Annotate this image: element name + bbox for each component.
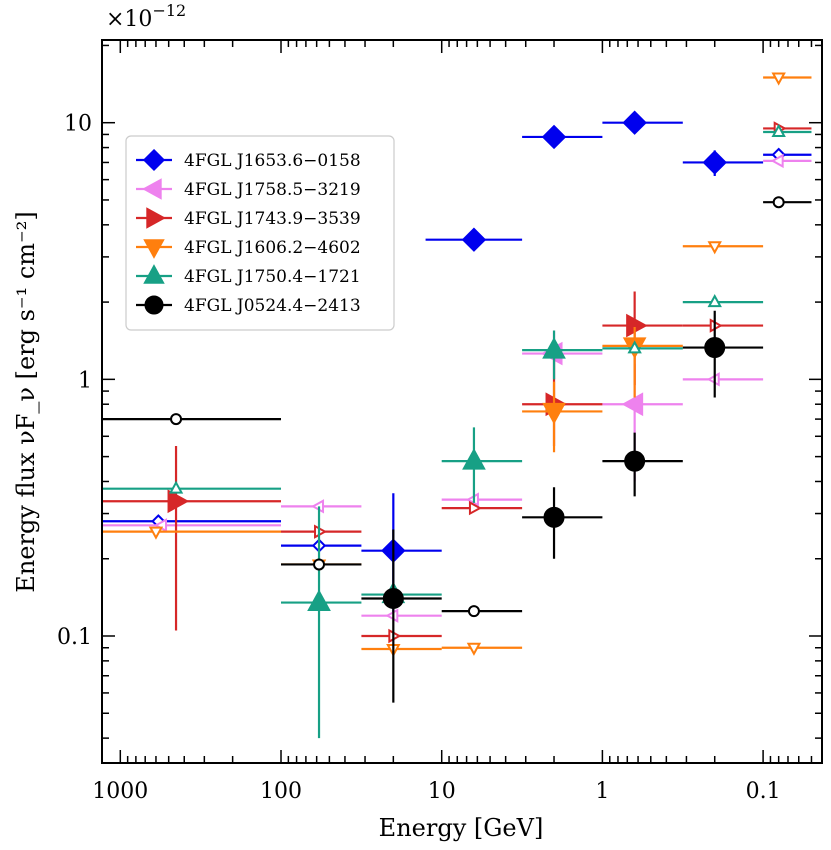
series-6 [102, 196, 812, 703]
data-point [702, 150, 727, 175]
legend-entry: 4FGL J0524.4−2413 [136, 295, 361, 316]
data-point [542, 402, 566, 425]
x-tick-label: 1 [595, 779, 609, 804]
legend-entry: 4FGL J1606.2−4602 [136, 238, 361, 259]
upper-limit-point [148, 526, 164, 540]
legend-marker [143, 239, 165, 259]
upper-limit-point [627, 340, 642, 354]
upper-limit-point [466, 642, 482, 656]
y-axis-label: Energy flux νF_ν [erg s⁻¹ cm⁻²] [12, 211, 40, 592]
data-point [167, 489, 190, 514]
x-axis-label: Energy [GeV] [379, 814, 544, 842]
series-5 [102, 123, 812, 739]
upper-limit-point [707, 294, 722, 308]
upper-limit-point [772, 196, 785, 209]
y-tick-label: 1 [78, 368, 92, 393]
legend-label: 4FGL J1758.5−3219 [184, 180, 361, 200]
tick-labels: 1000 100 10 1 0.1 0.1 1 10 [57, 112, 781, 804]
plot-area [102, 72, 812, 739]
data-point [621, 392, 644, 417]
x-tick-label: 0.1 [746, 779, 781, 804]
legend-marker [143, 264, 165, 284]
legend-entry: 4FGL J1743.9−3539 [136, 207, 361, 229]
legend-label: 4FGL J1606.2−4602 [184, 238, 361, 258]
legend-label: 4FGL J1653.6−0158 [184, 151, 361, 171]
legend-marker [142, 148, 166, 172]
upper-limit-point [313, 558, 326, 571]
upper-limit-point [170, 413, 183, 426]
legend-label: 4FGL J1743.9−3539 [184, 209, 361, 229]
legend-label: 4FGL J1750.4−1721 [184, 267, 361, 287]
x-tick-label: 10 [428, 779, 456, 804]
axes-frame [101, 39, 823, 764]
upper-limit-point [467, 605, 480, 618]
legend-marker [144, 295, 164, 315]
legend-marker [142, 178, 162, 200]
legend-entry: 4FGL J1758.5−3219 [136, 178, 361, 200]
legend: 4FGL J1653.6−0158 4FGL J1758.5−3219 4FGL J… [125, 135, 395, 331]
data-point [382, 587, 404, 609]
data-point [543, 506, 565, 528]
legend-box [125, 135, 395, 331]
data-point [462, 448, 486, 470]
data-point [541, 124, 567, 150]
upper-limit-point [707, 241, 722, 255]
legend-entry: 4FGL J1750.4−1721 [136, 264, 361, 287]
x-tick-label: 100 [260, 779, 302, 804]
axis-ticks [102, 40, 822, 763]
upper-limit-point [168, 480, 184, 494]
upper-limit-point [771, 72, 786, 86]
y-axis-multiplier: ×10−12 [106, 1, 186, 32]
x-tick-label: 1000 [92, 779, 148, 804]
y-tick-label: 0.1 [57, 625, 92, 650]
legend-entry: 4FGL J1653.6−0158 [136, 148, 361, 172]
legend-label: 4FGL J0524.4−2413 [184, 296, 361, 316]
legend-marker [146, 207, 166, 229]
data-point [626, 313, 648, 338]
data-point [624, 450, 646, 472]
upper-limit-point [770, 153, 784, 169]
upper-limit-point [468, 500, 483, 516]
data-point [542, 337, 566, 359]
upper-limit-point [771, 123, 786, 137]
y-tick-label: 10 [64, 112, 92, 137]
data-point [461, 227, 487, 252]
data-point [307, 589, 331, 612]
data-point [622, 110, 647, 135]
data-point [704, 337, 726, 359]
